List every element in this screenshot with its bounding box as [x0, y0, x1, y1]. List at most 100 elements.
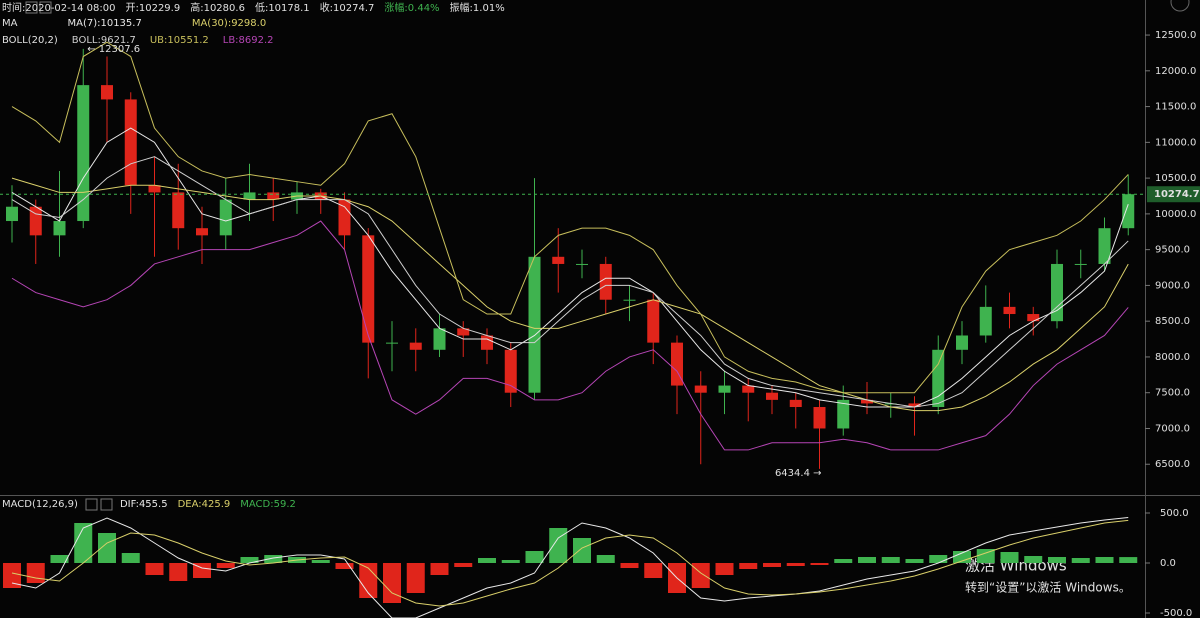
candle-body: [6, 206, 18, 222]
candle-body: [1122, 194, 1135, 229]
macd-close-icon[interactable]: [100, 498, 113, 511]
macd-bar: [715, 563, 734, 575]
candle-body: [1051, 263, 1063, 322]
candle-body: [77, 85, 90, 222]
candle-body: [481, 335, 493, 350]
y-tick-label: 8000.0: [1155, 352, 1190, 363]
circle-button[interactable]: [1170, 0, 1190, 12]
macd-bar: [169, 563, 188, 581]
y-tick-label: 10500.0: [1155, 173, 1196, 184]
macd-bar: [1119, 557, 1138, 563]
macd-bar: [3, 563, 21, 588]
macd-bar: [620, 563, 639, 568]
macd-bar: [1000, 552, 1019, 563]
candle-body: [338, 199, 351, 236]
macd-bar: [596, 555, 615, 563]
macd-bar: [26, 563, 45, 583]
candle-body: [1074, 263, 1087, 265]
settings-icon[interactable]: [25, 1, 38, 14]
info-item: 低:10178.1: [255, 1, 310, 14]
macd-bar: [834, 559, 853, 563]
macd-bar: [644, 563, 663, 578]
macd-bar: [1024, 556, 1043, 563]
y-tick-label: 9000.0: [1155, 280, 1190, 291]
candle-body: [979, 306, 992, 336]
macd-bar: [74, 523, 93, 563]
legend-item: DIF:455.5: [120, 499, 168, 510]
legend-item: MACD:59.2: [240, 499, 296, 510]
info-item: 时间:2020-02-14 08:00: [2, 1, 115, 14]
y-tick-label: 11000.0: [1155, 137, 1196, 148]
candle-body: [53, 221, 66, 236]
info-item: 收:10274.7: [320, 1, 375, 14]
candle-body: [599, 263, 612, 300]
candle-body: [908, 403, 921, 408]
legend-item: BOLL:9621.7: [72, 35, 136, 46]
macd-bar: [976, 549, 995, 563]
macd-bar: [525, 551, 544, 563]
candle-body: [576, 263, 588, 265]
candle-body: [623, 299, 636, 301]
macd-bar: [929, 555, 948, 563]
y-tick-label: -500.0: [1160, 608, 1192, 618]
candle-body: [718, 385, 731, 393]
info-item: 开:10229.9: [125, 3, 180, 14]
candle-body: [1027, 314, 1040, 322]
y-tick-label: 7500.0: [1155, 388, 1190, 399]
info-item: 振幅:1.01%: [450, 1, 505, 14]
y-tick-label: 9500.0: [1155, 245, 1190, 256]
y-tick-label: 6500.0: [1155, 459, 1190, 470]
candle-body: [433, 328, 446, 350]
max-annotation: ← 12307.6: [87, 44, 140, 55]
candle-body: [148, 185, 161, 193]
watermark-subtitle: 转到“设置”以激活 Windows。: [965, 580, 1131, 595]
macd-bar: [383, 563, 401, 603]
macd-bar: [858, 557, 876, 563]
macd-bar: [739, 563, 758, 569]
macd-bar: [240, 557, 259, 563]
candle-body: [766, 392, 778, 400]
macd-line: [11, 519, 1129, 607]
y-tick-label: 11500.0: [1155, 102, 1196, 113]
legend-row: BOLL(20,2) BOLL:9621.7 UB:10551.2 LB:8692.2: [2, 35, 274, 46]
legend-item: MA(30):9298.0: [192, 18, 266, 29]
candle-body: [837, 399, 850, 429]
macd-bar: [454, 563, 473, 567]
candle-body: [789, 399, 802, 408]
y-tick-label: 12000.0: [1155, 66, 1196, 77]
candle-body: [932, 349, 945, 408]
candle-body: [813, 407, 826, 429]
y-tick-label: 8500.0: [1155, 316, 1190, 327]
macd-bar: [1095, 557, 1114, 563]
macd-bar: [216, 563, 235, 568]
macd-bar: [359, 563, 378, 598]
macd-bar: [1071, 558, 1090, 563]
macd-settings-icon[interactable]: [85, 498, 98, 511]
close-icon[interactable]: [39, 1, 52, 14]
candle-body: [267, 192, 280, 200]
indicator-line: [11, 177, 1129, 412]
legend-group: BOLL(20,2): [2, 35, 58, 46]
candle-body: [671, 342, 683, 386]
indicator-line: [11, 156, 1129, 408]
macd-bar: [881, 557, 900, 563]
y-tick-label: 0.0: [1160, 558, 1176, 569]
candle-body: [243, 192, 256, 200]
macd-bar: [430, 563, 449, 575]
macd-bar: [786, 563, 805, 566]
macd-line: [11, 516, 1129, 618]
y-tick-label: 12500.0: [1155, 30, 1196, 41]
macd-bar: [98, 533, 116, 563]
candle-body: [956, 335, 968, 350]
macd-bar: [264, 555, 283, 563]
candle-body: [552, 256, 565, 264]
macd-bar: [905, 559, 924, 563]
indicator-line: [11, 41, 1129, 394]
candle-body: [362, 235, 375, 343]
y-tick-label: 500.0: [1160, 508, 1189, 519]
candle-body: [861, 399, 873, 404]
candle-body: [1098, 228, 1111, 264]
macd-bar: [50, 555, 69, 563]
